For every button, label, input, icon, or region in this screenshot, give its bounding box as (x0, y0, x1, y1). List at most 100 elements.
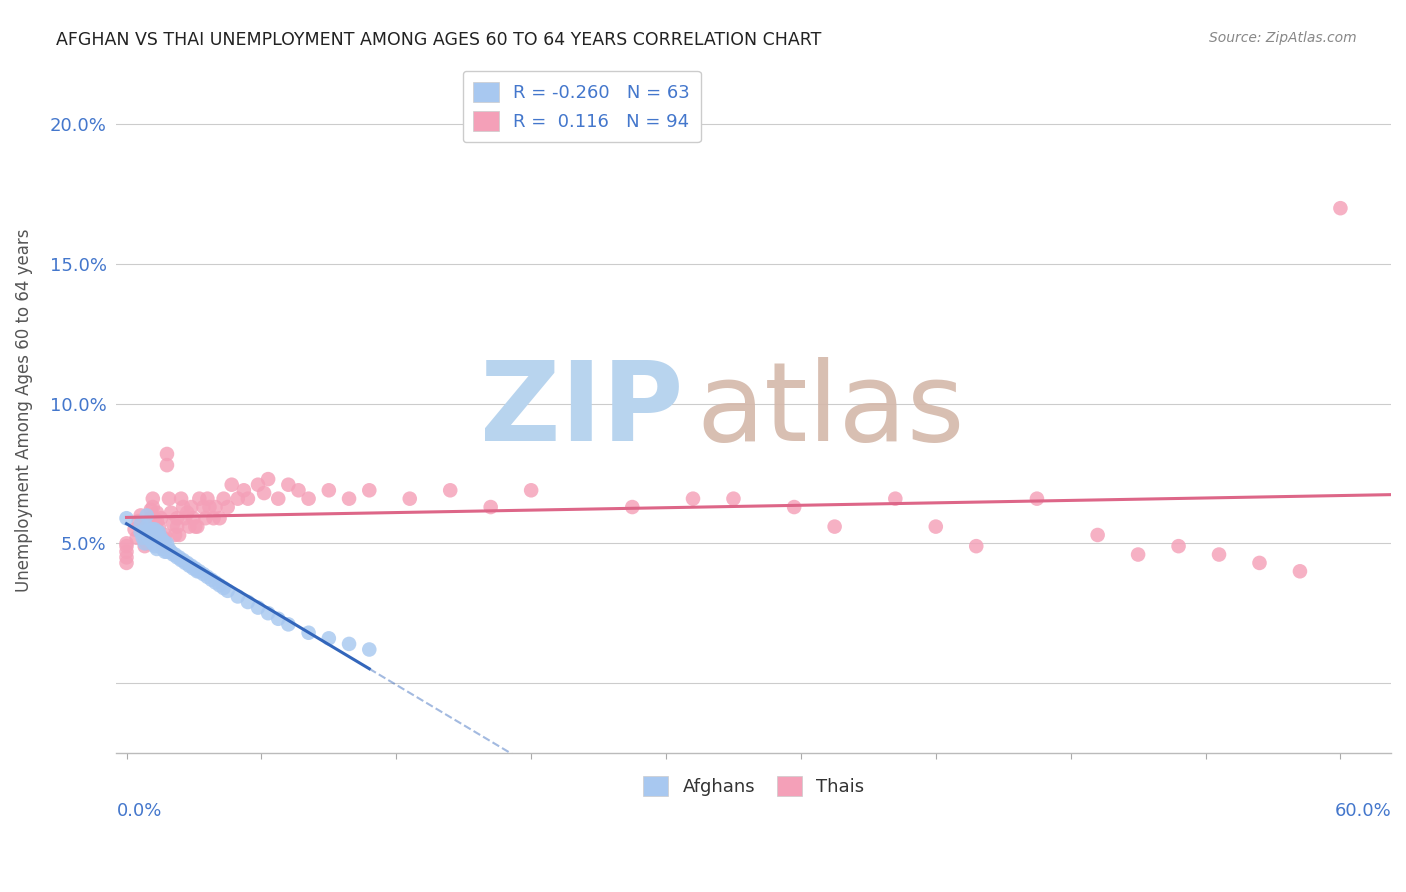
Point (318, 632, 340, 646)
Point (160, 545, 183, 559)
Point (267, 491, 290, 506)
Point (149, 511, 172, 525)
Point (156, 536, 179, 550)
Point (148, 528, 170, 542)
Point (257, 606, 280, 620)
Point (166, 550, 188, 565)
Point (232, 483, 254, 498)
Text: atlas: atlas (696, 357, 965, 464)
Point (124, 522, 146, 536)
Point (208, 511, 231, 525)
Point (180, 558, 202, 573)
Point (115, 550, 138, 565)
Point (160, 506, 183, 520)
Point (134, 539, 156, 553)
Point (146, 525, 169, 540)
Point (139, 511, 162, 525)
Y-axis label: Unemployment Among Ages 60 to 64 years: Unemployment Among Ages 60 to 64 years (15, 229, 32, 592)
Point (176, 556, 198, 570)
Point (783, 500, 806, 514)
Point (143, 522, 166, 536)
Point (149, 531, 172, 545)
Point (165, 528, 187, 542)
Point (200, 573, 222, 587)
Point (152, 533, 174, 548)
Point (257, 472, 280, 486)
Point (479, 500, 502, 514)
Point (337, 491, 360, 506)
Point (188, 564, 211, 578)
Point (135, 508, 157, 523)
Point (167, 528, 190, 542)
Point (146, 533, 169, 548)
Point (162, 516, 184, 531)
Point (682, 491, 704, 506)
Point (115, 556, 138, 570)
Point (184, 561, 207, 575)
Point (135, 522, 157, 536)
Text: AFGHAN VS THAI UNEMPLOYMENT AMONG AGES 60 TO 64 YEARS CORRELATION CHART: AFGHAN VS THAI UNEMPLOYMENT AMONG AGES 6… (56, 31, 821, 49)
Point (297, 491, 319, 506)
Point (153, 528, 176, 542)
Point (165, 548, 187, 562)
Point (181, 561, 204, 575)
Point (1026, 491, 1049, 506)
Text: 0.0%: 0.0% (117, 802, 162, 820)
Point (148, 519, 170, 533)
Point (138, 522, 160, 536)
Point (139, 525, 162, 540)
Point (148, 525, 170, 540)
Point (267, 612, 290, 626)
Point (142, 536, 165, 550)
Point (1289, 564, 1312, 578)
Point (884, 491, 907, 506)
Point (146, 506, 169, 520)
Point (236, 491, 259, 506)
Point (162, 548, 184, 562)
Point (287, 483, 309, 498)
Point (142, 522, 165, 536)
Point (188, 491, 211, 506)
Point (221, 477, 243, 491)
Point (204, 500, 226, 514)
Point (149, 539, 172, 553)
Point (197, 570, 219, 584)
Point (337, 637, 360, 651)
Point (212, 491, 235, 506)
Point (1329, 201, 1351, 215)
Point (197, 491, 219, 506)
Point (398, 491, 420, 506)
Point (217, 500, 239, 514)
Point (1249, 556, 1271, 570)
Point (202, 511, 225, 525)
Point (1087, 528, 1109, 542)
Point (146, 541, 169, 556)
Point (115, 511, 138, 525)
Point (129, 525, 152, 540)
Point (157, 491, 180, 506)
Point (208, 578, 231, 592)
Point (359, 642, 381, 657)
Point (153, 545, 176, 559)
Point (172, 553, 194, 567)
Point (152, 531, 174, 545)
Point (134, 531, 156, 545)
Point (142, 491, 165, 506)
Point (156, 447, 179, 461)
Point (135, 528, 157, 542)
Text: ZIP: ZIP (481, 357, 683, 464)
Point (153, 536, 176, 550)
Point (277, 617, 299, 632)
Point (138, 514, 160, 528)
Text: Source: ZipAtlas.com: Source: ZipAtlas.com (1209, 31, 1357, 45)
Point (253, 486, 276, 500)
Point (1208, 548, 1230, 562)
Point (125, 531, 148, 545)
Point (174, 511, 197, 525)
Point (148, 533, 170, 548)
Point (186, 564, 208, 578)
Point (134, 536, 156, 550)
Point (152, 539, 174, 553)
Point (965, 539, 987, 553)
Point (129, 508, 152, 523)
